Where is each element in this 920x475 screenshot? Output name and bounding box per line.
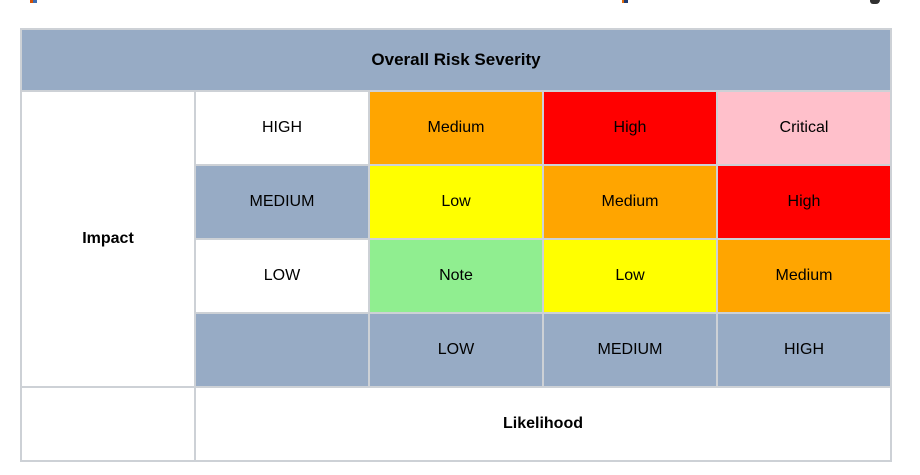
impact-level-high: HIGH <box>194 90 370 166</box>
cell-impact-low-likelihood-medium: Low <box>542 238 718 314</box>
impact-level-low: LOW <box>194 238 370 314</box>
likelihood-header-spacer <box>194 312 370 388</box>
likelihood-level-low: LOW <box>368 312 544 388</box>
cell-impact-low-likelihood-high: Medium <box>716 238 892 314</box>
cell-impact-high-likelihood-high: Critical <box>716 90 892 166</box>
impact-level-medium: MEDIUM <box>194 164 370 240</box>
cell-impact-high-likelihood-low: Medium <box>368 90 544 166</box>
bottom-left-spacer <box>20 386 196 462</box>
cell-impact-low-likelihood-low: Note <box>368 238 544 314</box>
likelihood-axis-label: Likelihood <box>194 386 892 462</box>
fragment-orange-chip <box>30 0 33 3</box>
impact-axis-label: Impact <box>20 90 196 388</box>
cell-impact-medium-likelihood-medium: Medium <box>542 164 718 240</box>
cell-impact-medium-likelihood-high: High <box>716 164 892 240</box>
cropped-text-fragment <box>870 0 880 4</box>
table-title: Overall Risk Severity <box>20 28 892 92</box>
cell-impact-high-likelihood-medium: High <box>542 90 718 166</box>
cropped-text-fragment <box>30 0 37 18</box>
likelihood-level-medium: MEDIUM <box>542 312 718 388</box>
cell-impact-medium-likelihood-low: Low <box>368 164 544 240</box>
fragment-blue-chip <box>33 0 37 3</box>
fragment-orange-chip <box>622 0 624 3</box>
likelihood-level-high: HIGH <box>716 312 892 388</box>
fragment-navy-chip <box>624 0 628 3</box>
cropped-text-fragment <box>622 0 628 18</box>
overall-risk-severity-matrix: Overall Risk Severity Impact HIGH Medium… <box>20 28 892 462</box>
